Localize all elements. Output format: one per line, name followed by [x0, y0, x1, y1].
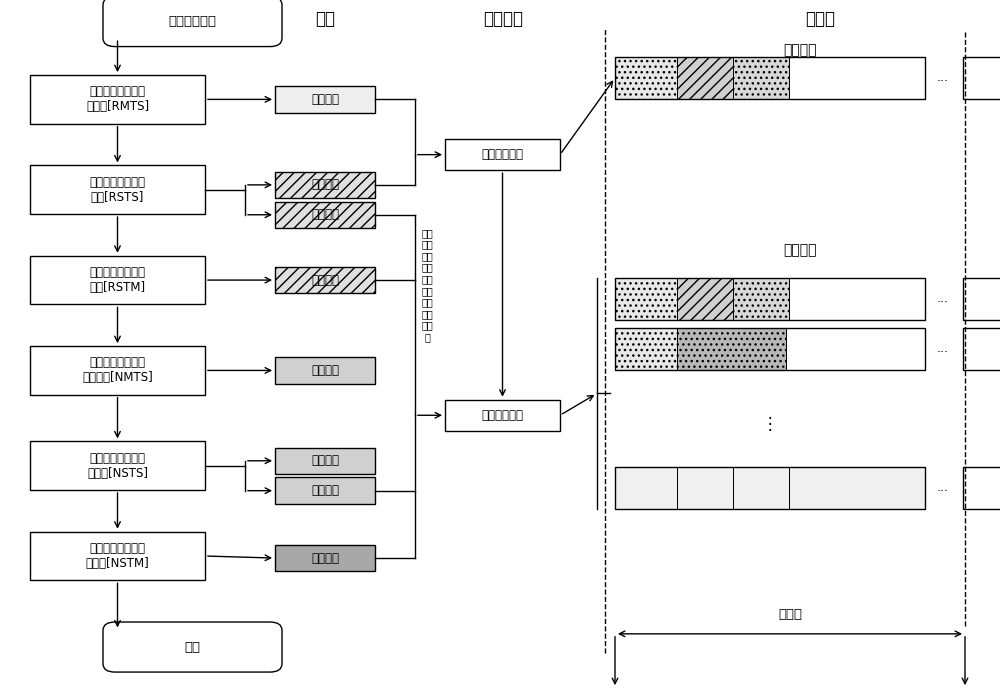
Bar	[445, 400, 560, 431]
Bar	[733, 467, 789, 509]
Text: 小站
双向
向申
请返
向部
分不
能超
过前
向部
分: 小站 双向 向申 请返 向部 分不 能超 过前 向部 分	[421, 228, 433, 342]
Bar	[615, 278, 677, 320]
Bar	[445, 139, 560, 170]
Bar	[677, 467, 733, 509]
Bar	[733, 57, 789, 99]
Bar	[615, 467, 925, 509]
Text: 返向信道分配: 返向信道分配	[482, 409, 524, 422]
Text: 小站返向非实时业
务申请[NSTM]: 小站返向非实时业 务申请[NSTM]	[86, 542, 149, 570]
Text: 中心站前向实时业
务申请[RMTS]: 中心站前向实时业 务申请[RMTS]	[86, 85, 149, 113]
Bar	[275, 357, 375, 384]
Bar	[789, 467, 925, 509]
Text: 帧计划: 帧计划	[805, 10, 835, 28]
Text: 中心站前向非实时
业务申请[NMTS]: 中心站前向非实时 业务申请[NMTS]	[82, 357, 153, 384]
Bar	[677, 278, 733, 320]
Bar	[615, 57, 925, 99]
Text: 小站返向实时业务
申请[RSTM]: 小站返向实时业务 申请[RSTM]	[89, 266, 146, 294]
Text: 前向信道分配: 前向信道分配	[482, 148, 524, 161]
Text: 前向申请: 前向申请	[311, 364, 339, 377]
Bar	[30, 441, 205, 490]
Bar	[615, 467, 677, 509]
Bar	[275, 267, 375, 293]
Text: ...: ...	[937, 482, 949, 494]
Bar	[615, 57, 677, 99]
Text: 前向申请: 前向申请	[311, 455, 339, 467]
Text: 帧周期: 帧周期	[778, 608, 802, 621]
Text: 结束: 结束	[184, 641, 200, 653]
Bar	[962, 467, 1000, 509]
FancyBboxPatch shape	[103, 0, 282, 47]
Bar	[275, 86, 375, 113]
Bar	[677, 57, 733, 99]
Text: ⋮: ⋮	[762, 415, 778, 433]
Text: 返向信道: 返向信道	[783, 243, 817, 257]
Bar	[962, 278, 1000, 320]
Text: 小站双向非实时业
务申请[NSTS]: 小站双向非实时业 务申请[NSTS]	[87, 452, 148, 480]
Text: 返向申请: 返向申请	[311, 552, 339, 564]
Bar	[275, 448, 375, 474]
Bar	[786, 328, 925, 370]
Bar	[733, 278, 789, 320]
Bar	[30, 165, 205, 214]
Bar	[30, 346, 205, 395]
Text: 前向信道: 前向信道	[783, 43, 817, 57]
Bar	[615, 328, 925, 370]
Bar	[30, 532, 205, 580]
Text: 前向申请: 前向申请	[311, 93, 339, 106]
Text: 申请: 申请	[315, 10, 335, 28]
FancyBboxPatch shape	[103, 622, 282, 672]
Bar	[962, 57, 1000, 99]
Bar	[789, 57, 925, 99]
Bar	[30, 256, 205, 304]
Text: ...: ...	[937, 343, 949, 355]
Text: 返向申请: 返向申请	[311, 274, 339, 286]
Bar	[275, 477, 375, 504]
Text: ...: ...	[937, 293, 949, 305]
Bar	[275, 202, 375, 228]
Bar	[615, 328, 677, 370]
Bar	[615, 278, 925, 320]
Text: 前向申请: 前向申请	[311, 179, 339, 191]
Bar	[30, 75, 205, 124]
Text: 信道分配: 信道分配	[483, 10, 523, 28]
Text: 小站双向实时业务
申请[RSTS]: 小站双向实时业务 申请[RSTS]	[90, 176, 146, 204]
Bar	[789, 278, 925, 320]
Bar	[677, 328, 786, 370]
Text: 返向申请: 返向申请	[311, 208, 339, 221]
Bar	[275, 545, 375, 571]
Text: 业务申请进入: 业务申请进入	[168, 15, 216, 28]
Bar	[962, 328, 1000, 370]
Text: 返向申请: 返向申请	[311, 484, 339, 497]
Bar	[275, 172, 375, 198]
Text: ...: ...	[937, 72, 949, 84]
